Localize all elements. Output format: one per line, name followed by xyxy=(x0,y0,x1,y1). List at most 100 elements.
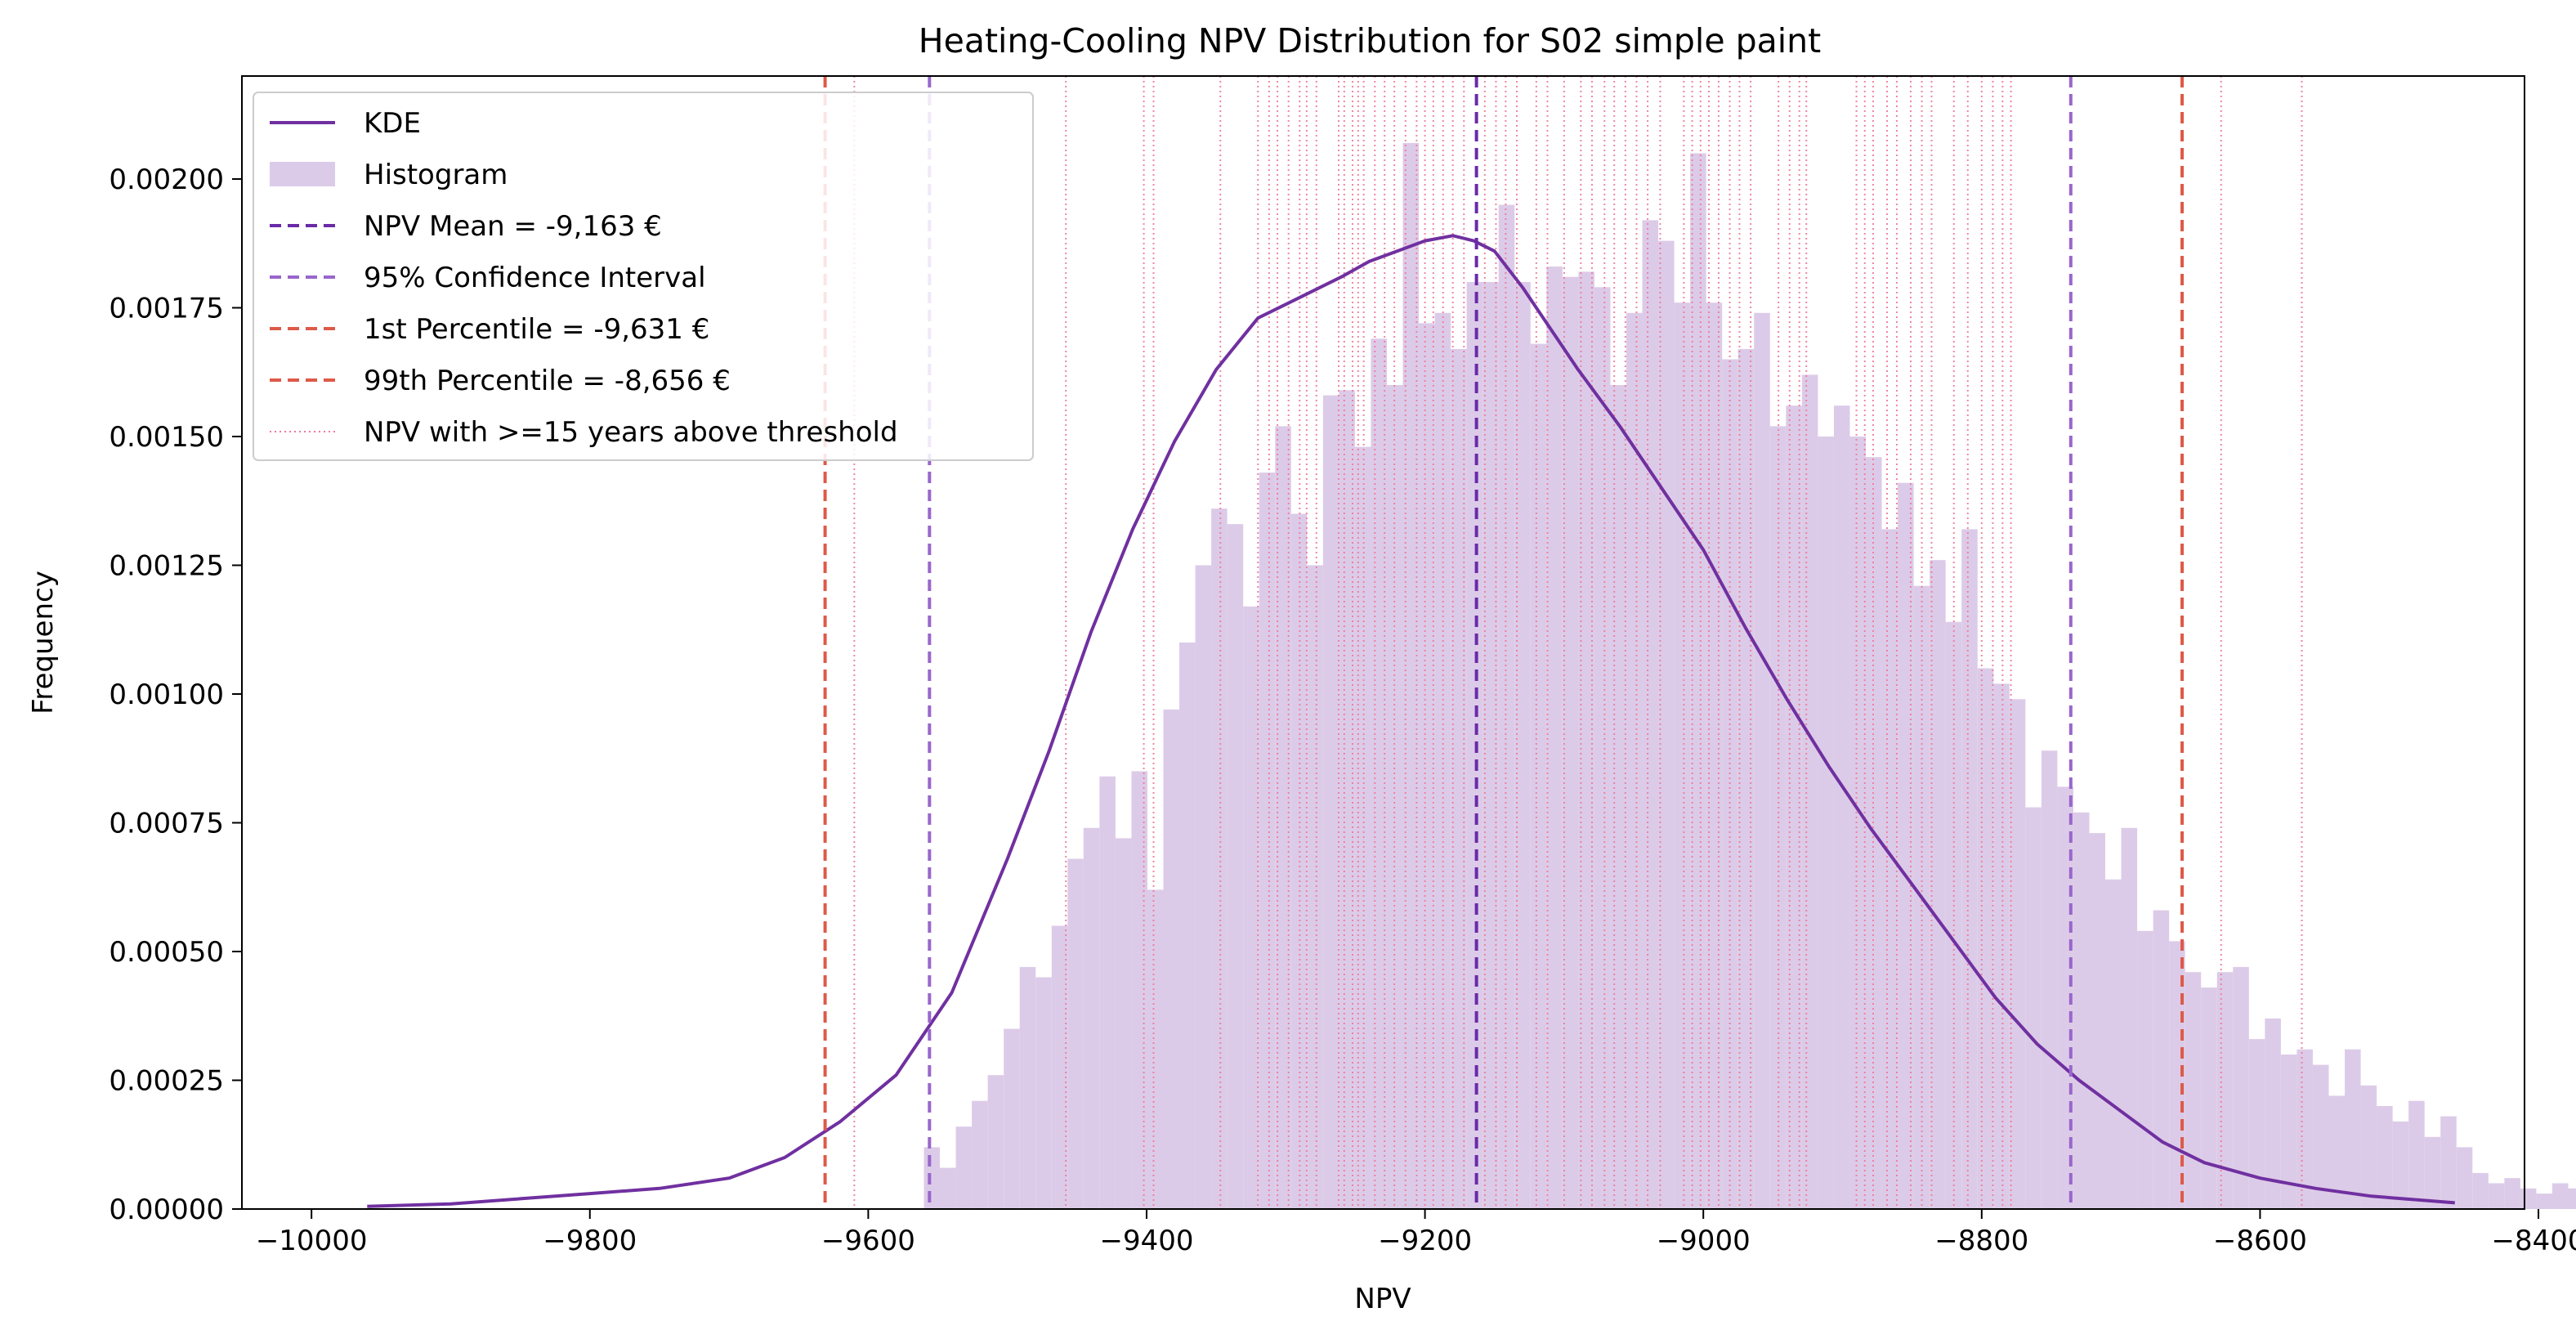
kde-line xyxy=(367,234,2455,1208)
histogram-bar xyxy=(1019,966,1036,1209)
histogram-bar xyxy=(2265,1018,2281,1209)
y-tick-label: 0.00050 xyxy=(109,936,224,969)
legend: KDE Histogram NPV Mean = -9,163 € 95% Confi… xyxy=(253,92,1034,461)
histogram-bar xyxy=(2296,1049,2313,1209)
legend-entry: 95% Confidence Interval xyxy=(270,262,706,294)
histogram-bar xyxy=(1451,348,1467,1209)
histogram-bar xyxy=(2551,1183,2569,1209)
histogram-bar xyxy=(2392,1121,2409,1209)
histogram-bar xyxy=(2041,750,2058,1209)
histogram-bar xyxy=(1434,312,1451,1209)
x-axis-label: NPV xyxy=(1354,1283,1411,1315)
x-tick-label: −9800 xyxy=(543,1225,637,1257)
y-tick-label: 0.00000 xyxy=(109,1193,224,1226)
y-tick-label: 0.00200 xyxy=(109,163,224,196)
histogram-bar xyxy=(987,1075,1004,1209)
x-tick-label: −8800 xyxy=(1934,1225,2028,1257)
y-tick-label: 0.00075 xyxy=(109,808,224,840)
histogram-bar xyxy=(2536,1193,2552,1209)
histogram-bar xyxy=(1419,323,1435,1209)
histogram-bar xyxy=(1402,142,1420,1209)
histogram-bar xyxy=(1004,1028,1020,1209)
histogram-bar xyxy=(1706,302,1723,1210)
legend-label: 1st Percentile = -9,631 € xyxy=(364,313,709,346)
histogram-bar xyxy=(1961,529,1978,1209)
legend-entry: 1st Percentile = -9,631 € xyxy=(270,313,709,346)
histogram-bar xyxy=(1578,271,1594,1209)
histogram-bar xyxy=(1035,977,1052,1209)
histogram-bar xyxy=(2568,1188,2576,1209)
legend-entry: KDE xyxy=(270,107,421,140)
histogram-bar xyxy=(2073,812,2090,1209)
histogram-bar xyxy=(2360,1085,2377,1209)
histogram-bar xyxy=(1051,925,1068,1209)
histogram-bar xyxy=(972,1100,988,1209)
y-axis-label: Frequency xyxy=(27,571,60,714)
histogram-bar xyxy=(1642,220,1659,1209)
legend-label: KDE xyxy=(364,107,421,140)
histogram-bar xyxy=(1898,482,1914,1209)
histogram-bar xyxy=(2456,1147,2473,1209)
legend-entry: Histogram xyxy=(270,159,508,191)
histogram-bar xyxy=(2504,1178,2520,1209)
histogram-bar xyxy=(1307,565,1323,1209)
x-axis: −10000 −9800 −9600 −9400 −9200 −9000 −8800 −860… xyxy=(256,1209,2576,1257)
histogram-bar xyxy=(1833,405,1850,1209)
histogram-bar xyxy=(2025,807,2042,1209)
histogram-bar xyxy=(1930,560,1946,1209)
x-tick-label: −9000 xyxy=(1657,1225,1751,1257)
histogram-bar xyxy=(2089,833,2106,1209)
y-axis: 0.00000 0.00025 0.00050 0.00075 0.00100 0.001… xyxy=(109,163,242,1226)
histogram-bar xyxy=(1131,771,1147,1209)
histogram-bar xyxy=(1594,287,1611,1209)
legend-entry: 99th Percentile = -8,656 € xyxy=(270,365,731,397)
histogram-bar xyxy=(940,1167,956,1209)
histogram-bar xyxy=(955,1126,973,1209)
histogram-bar xyxy=(1977,668,1994,1209)
histogram-bar xyxy=(2312,1064,2329,1209)
histogram-bar xyxy=(2472,1172,2489,1209)
legend-entry: NPV with >=15 years above threshold xyxy=(270,416,898,449)
legend-label: NPV Mean = -9,163 € xyxy=(364,210,662,243)
histogram-bar xyxy=(2233,966,2249,1209)
histogram-bar xyxy=(1115,838,1132,1209)
histogram-bar xyxy=(2216,972,2234,1209)
histogram-bar xyxy=(1371,338,1387,1209)
histogram-bar xyxy=(2488,1183,2505,1209)
histogram-bar xyxy=(1147,889,1164,1209)
y-tick-label: 0.00125 xyxy=(109,550,224,583)
histogram-bar xyxy=(1275,426,1291,1209)
histogram-bar xyxy=(2408,1100,2425,1209)
histogram-bar xyxy=(1737,348,1755,1209)
histogram-bar xyxy=(1562,276,1579,1210)
histogram-bar xyxy=(1099,776,1116,1209)
histogram-bar xyxy=(924,1147,941,1209)
histogram-bar xyxy=(1610,385,1626,1209)
histogram-bar xyxy=(1483,282,1499,1209)
histogram-bar xyxy=(1339,390,1355,1209)
histogram-bar xyxy=(1322,395,1339,1210)
histogram-bar xyxy=(2153,910,2170,1209)
histogram-bar xyxy=(2440,1116,2457,1209)
histogram-bar xyxy=(1530,343,1547,1210)
histogram-bar xyxy=(1801,374,1818,1209)
histogram-bar xyxy=(2009,699,2026,1209)
histogram-bar xyxy=(1211,508,1228,1209)
histogram-bar xyxy=(1674,302,1691,1210)
x-tick-label: −10000 xyxy=(256,1225,368,1257)
histogram-bar xyxy=(2345,1049,2361,1209)
histogram-bar xyxy=(1818,437,1834,1209)
plot-frame xyxy=(241,75,2525,1210)
legend-label: NPV with >=15 years above threshold xyxy=(364,416,898,449)
y-tick-label: 0.00025 xyxy=(109,1065,224,1098)
histogram-bar xyxy=(2105,879,2122,1209)
legend-label: 95% Confidence Interval xyxy=(364,262,706,294)
y-tick-label: 0.00150 xyxy=(109,421,224,454)
histogram-bar xyxy=(2121,827,2138,1209)
legend-label: Histogram xyxy=(364,159,508,191)
histogram-bar xyxy=(2280,1055,2297,1209)
x-tick-label: −9600 xyxy=(821,1225,915,1257)
histogram-bar xyxy=(1626,312,1643,1209)
histogram-bar xyxy=(1083,827,1100,1209)
x-tick-label: −9200 xyxy=(1378,1225,1472,1257)
